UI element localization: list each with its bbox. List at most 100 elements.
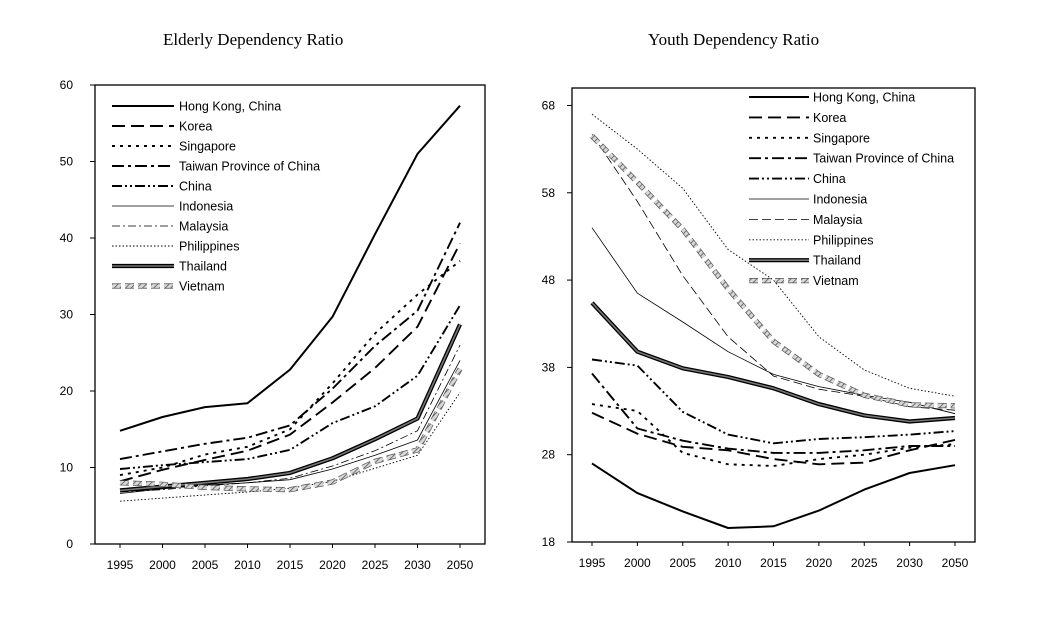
series-line-philippines <box>119 392 461 502</box>
series-line-philippines <box>591 113 956 397</box>
y-tick-label: 40 <box>60 231 74 245</box>
series-line-china <box>591 358 956 445</box>
legend-label: Singapore <box>813 131 870 145</box>
series-korea <box>591 411 956 466</box>
legend-item-korea: Korea <box>112 120 212 134</box>
plot-frame <box>94 84 486 545</box>
legend-label: Taiwan Province of China <box>179 160 320 174</box>
y-tick-label: 68 <box>542 98 556 112</box>
y-tick-label: 60 <box>60 78 74 92</box>
x-tick-label: 2005 <box>669 556 696 570</box>
legend-label: Hong Kong, China <box>813 91 915 105</box>
x-tick-label: 2020 <box>806 556 833 570</box>
legend-item-china: China <box>749 172 846 186</box>
legend-item-singapore: Singapore <box>112 140 236 154</box>
legend-item-indonesia: Indonesia <box>112 200 233 214</box>
x-tick-label: 2005 <box>192 558 219 572</box>
series-thailand <box>590 301 956 424</box>
x-tick-label: 2030 <box>404 558 431 572</box>
legend-label: Indonesia <box>813 193 867 207</box>
series-line-malaysia <box>591 134 956 411</box>
y-tick-label: 58 <box>542 186 556 200</box>
youth-chart-title: Youth Dependency Ratio <box>648 30 820 49</box>
x-tick-label: 2010 <box>234 558 261 572</box>
legend-item-hong-kong-china: Hong Kong, China <box>749 91 915 105</box>
legend-item-hong-kong-china: Hong Kong, China <box>112 100 281 114</box>
legend-label: Thailand <box>179 260 227 274</box>
series-singapore <box>119 260 461 477</box>
series-china <box>591 358 956 445</box>
series-line-thailand <box>591 302 956 423</box>
series-line-malaysia <box>119 344 461 493</box>
series-line-vietnam <box>590 134 956 408</box>
series-taiwan-province-of-china <box>119 222 461 461</box>
series-malaysia <box>119 344 461 493</box>
y-tick-label: 28 <box>542 448 556 462</box>
y-tick-label: 18 <box>542 535 556 549</box>
legend-label: Indonesia <box>179 200 233 214</box>
y-tick-label: 50 <box>60 155 74 169</box>
x-tick-label: 1995 <box>107 558 134 572</box>
x-tick-label: 2020 <box>319 558 346 572</box>
series-line-taiwan-province-of-china <box>119 222 461 461</box>
legend-label: Philippines <box>813 233 873 247</box>
series-malaysia <box>591 134 956 411</box>
legend-label: Singapore <box>179 140 236 154</box>
legend-label: Vietnam <box>179 280 225 294</box>
series-china <box>119 304 461 470</box>
legend-item-indonesia: Indonesia <box>749 193 867 207</box>
y-tick-label: 20 <box>60 384 74 398</box>
legend-label: China <box>813 172 846 186</box>
x-tick-label: 1995 <box>579 556 606 570</box>
x-tick-label: 2030 <box>896 556 923 570</box>
series-taiwan-province-of-china <box>591 372 955 454</box>
legend-label: Korea <box>179 120 212 134</box>
series-singapore <box>591 403 956 467</box>
x-tick-label: 2025 <box>851 556 878 570</box>
y-tick-label: 30 <box>60 308 74 322</box>
x-tick-label: 2050 <box>942 556 969 570</box>
legend-item-philippines: Philippines <box>749 233 873 247</box>
series-korea <box>119 242 461 483</box>
series-line-china <box>119 304 461 470</box>
x-tick-label: 2050 <box>447 558 474 572</box>
series-line-hong-kong-china <box>119 105 461 432</box>
series-line-vietnam <box>590 134 956 409</box>
legend-item-singapore: Singapore <box>749 131 870 145</box>
legend-item-malaysia: Malaysia <box>749 213 862 227</box>
legend-item-taiwan-province-of-china: Taiwan Province of China <box>112 160 320 174</box>
legend-label: Vietnam <box>813 274 859 288</box>
series-line-indonesia <box>591 227 956 415</box>
y-tick-label: 38 <box>542 360 556 374</box>
legend: Hong Kong, China Korea Singapore Taiwan Pro… <box>112 100 320 294</box>
x-tick-label: 2025 <box>362 558 389 572</box>
series-line-korea <box>591 411 956 466</box>
series-hong-kong-china <box>119 105 461 432</box>
y-tick-label: 48 <box>542 273 556 287</box>
legend-item-korea: Korea <box>749 111 846 125</box>
legend-item-malaysia: Malaysia <box>112 220 228 234</box>
legend-label: China <box>179 180 212 194</box>
x-tick-label: 2010 <box>715 556 742 570</box>
youth-dependency-chart: 18 28 38 48 58 68 1995 2000 2005 2010 2015 2020 2025… <box>542 87 976 570</box>
series-line-hong-kong-china <box>591 462 956 529</box>
series-line-taiwan-province-of-china <box>591 372 955 454</box>
y-tick-label: 0 <box>66 537 73 551</box>
series-philippines <box>591 113 956 397</box>
series-line-korea <box>119 242 461 483</box>
series-line-singapore <box>591 403 956 467</box>
series-line-singapore <box>119 260 461 477</box>
legend-item-taiwan-province-of-china: Taiwan Province of China <box>749 152 954 166</box>
legend-label: Philippines <box>179 240 239 254</box>
series-line-vietnam <box>119 367 462 492</box>
elderly-chart-title: Elderly Dependency Ratio <box>163 30 344 49</box>
legend-item-thailand: Thailand <box>749 254 861 268</box>
legend-label: Malaysia <box>179 220 228 234</box>
legend-item-philippines: Philippines <box>112 240 239 254</box>
y-tick-label: 10 <box>60 461 74 475</box>
legend-item-vietnam: Vietnam <box>749 274 859 288</box>
legend-label: Malaysia <box>813 213 862 227</box>
x-tick-label: 2000 <box>624 556 651 570</box>
